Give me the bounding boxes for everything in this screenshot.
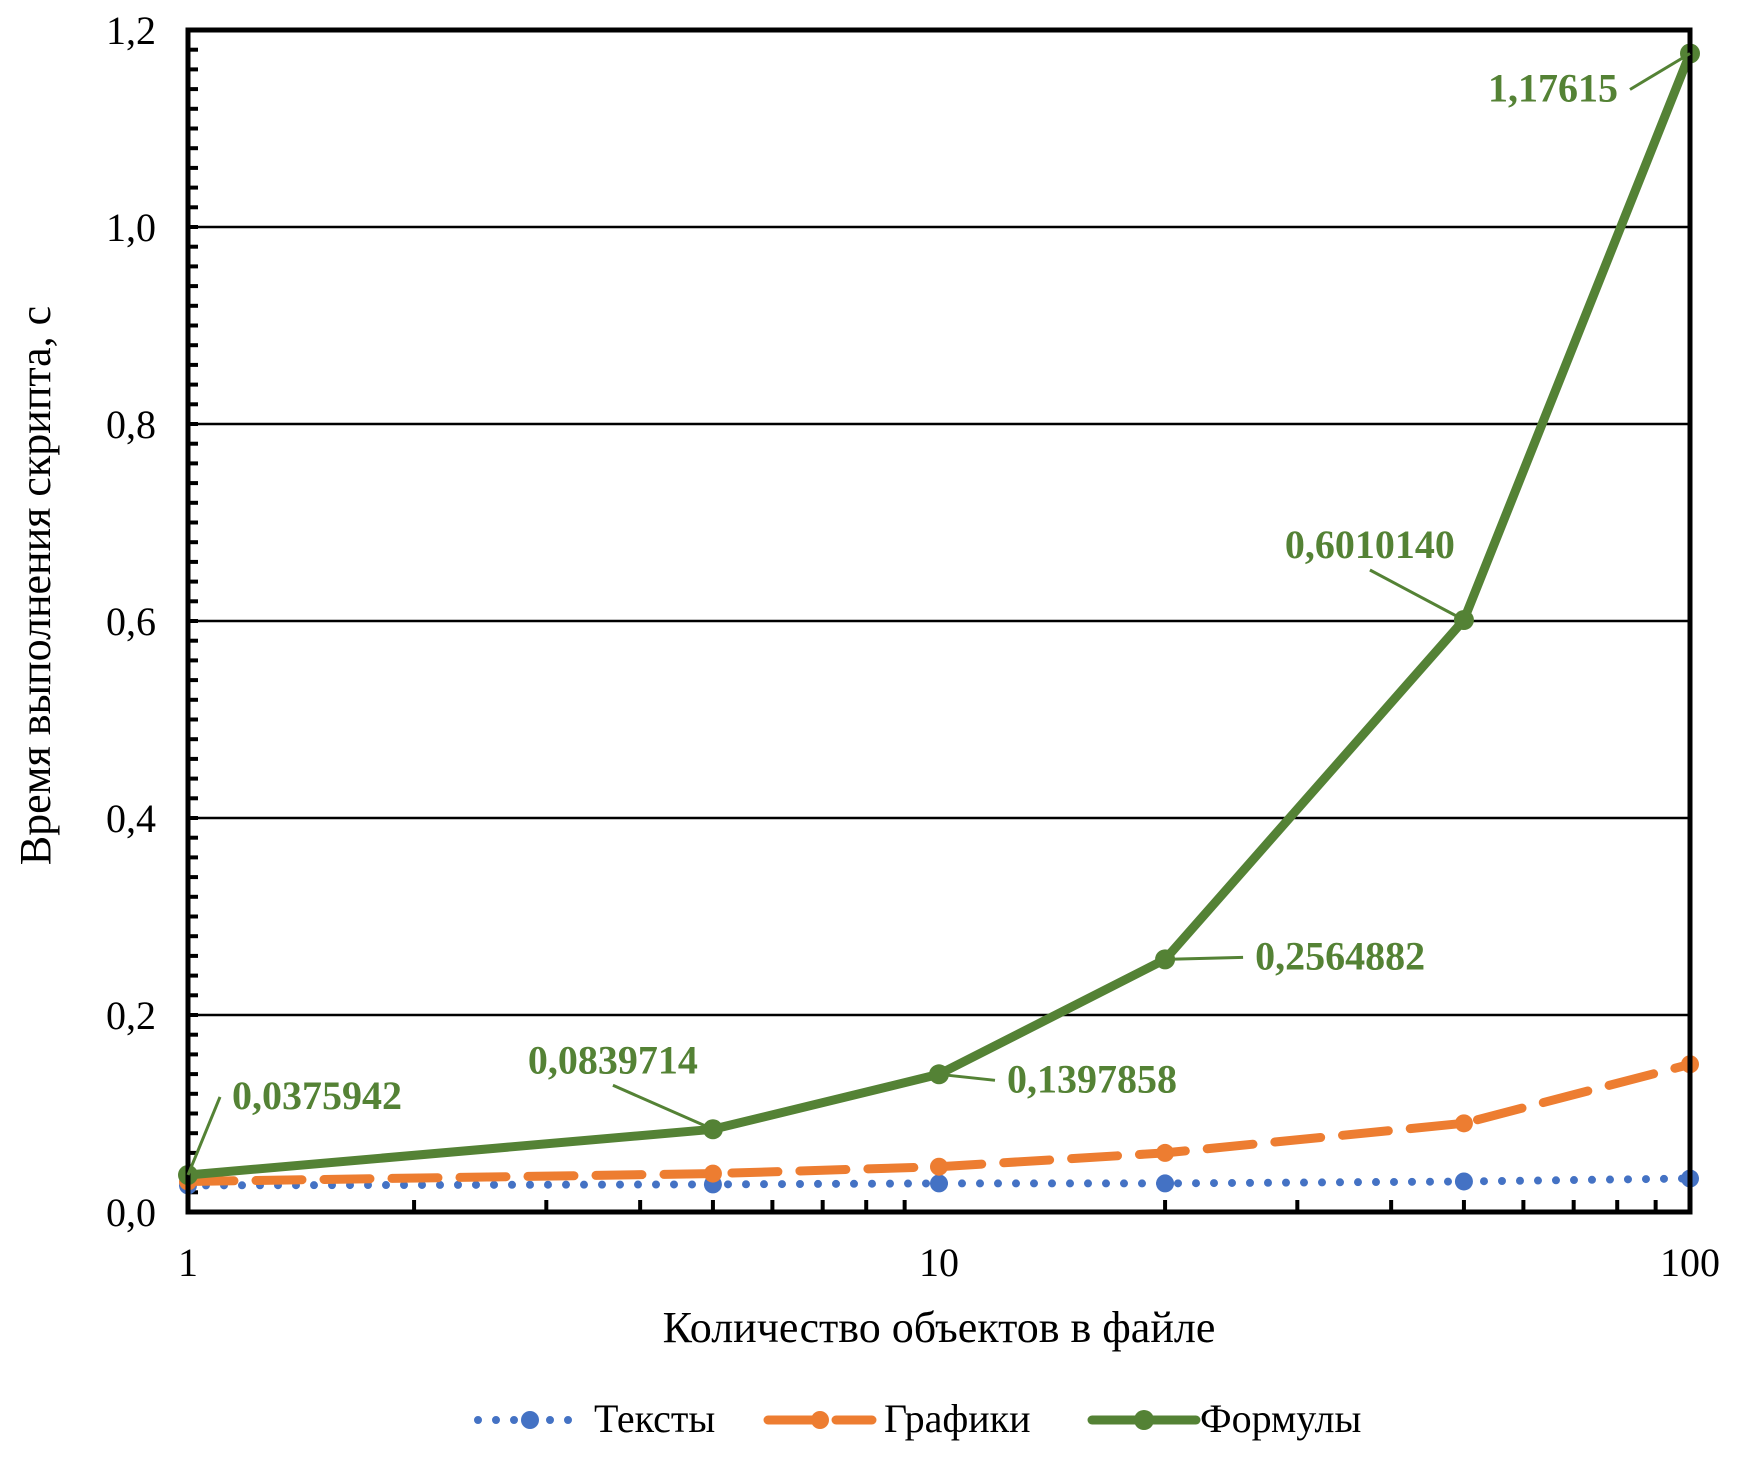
leader-line	[186, 1096, 222, 1176]
data-label: 0,0839714	[528, 1037, 698, 1082]
y-tick-label: 0,0	[106, 1190, 156, 1235]
legend-item: Тексты	[474, 1396, 715, 1441]
x-axis-title: Количество объектов в файле	[663, 1303, 1216, 1352]
data-point	[930, 1174, 948, 1193]
y-tick-label: 0,2	[106, 993, 156, 1038]
y-tick-labels: 0,0 0,2 0,4 0,6 0,8 1,0 1,2	[106, 8, 156, 1235]
data-labels: 0,0375942 0,0839714 0,1397858 0,2564882 0,60…	[186, 52, 1691, 1176]
x-tick-labels: 1 10 100	[178, 1240, 1720, 1285]
legend-label: Тексты	[594, 1396, 715, 1441]
y-tick-label: 1,2	[106, 8, 156, 53]
legend-item: Графики	[763, 1396, 1031, 1441]
data-point	[1454, 1172, 1473, 1191]
data-label: 0,2564882	[1255, 933, 1425, 978]
x-tick-label: 1	[178, 1240, 198, 1285]
plot-frame	[185, 27, 1693, 1215]
data-point	[930, 1157, 948, 1176]
gridlines	[188, 225, 1690, 1017]
leader-line	[1629, 52, 1691, 91]
y-tick-label: 0,6	[106, 599, 156, 644]
data-point	[703, 1164, 722, 1183]
legend-item: Формулы	[1087, 1396, 1361, 1441]
data-label: 1,17615	[1488, 65, 1618, 110]
y-tick-label: 1,0	[106, 205, 156, 250]
series-line	[183, 49, 1695, 1180]
leader-line	[1165, 955, 1244, 961]
leader-line	[938, 1072, 996, 1082]
data-label: 0,6010140	[1285, 522, 1455, 567]
data-point	[1156, 1174, 1175, 1193]
series-line	[183, 1059, 1695, 1186]
data-point	[1454, 1114, 1473, 1133]
x-tick-label: 100	[1660, 1240, 1720, 1285]
y-tick-label: 0,4	[106, 796, 156, 841]
y-tick-label: 0,8	[106, 402, 156, 447]
legend-marker	[811, 1411, 829, 1429]
series-line	[184, 1174, 1694, 1190]
x-tick-label: 10	[919, 1240, 959, 1285]
series-layer	[178, 43, 1700, 1195]
data-point	[1156, 1143, 1175, 1162]
leader-line	[1369, 568, 1465, 622]
data-label: 0,1397858	[1007, 1056, 1177, 1101]
legend-marker	[1134, 1410, 1154, 1430]
legend-label: Формулы	[1200, 1396, 1361, 1441]
legend-label: Графики	[884, 1396, 1031, 1441]
data-label: 0,0375942	[232, 1073, 402, 1118]
legend: Тексты Графики Формулы	[474, 1396, 1361, 1441]
y-axis-title: Время выполнения скрипта, с	[11, 306, 60, 865]
leader-line	[612, 1083, 714, 1131]
legend-marker	[521, 1411, 539, 1429]
